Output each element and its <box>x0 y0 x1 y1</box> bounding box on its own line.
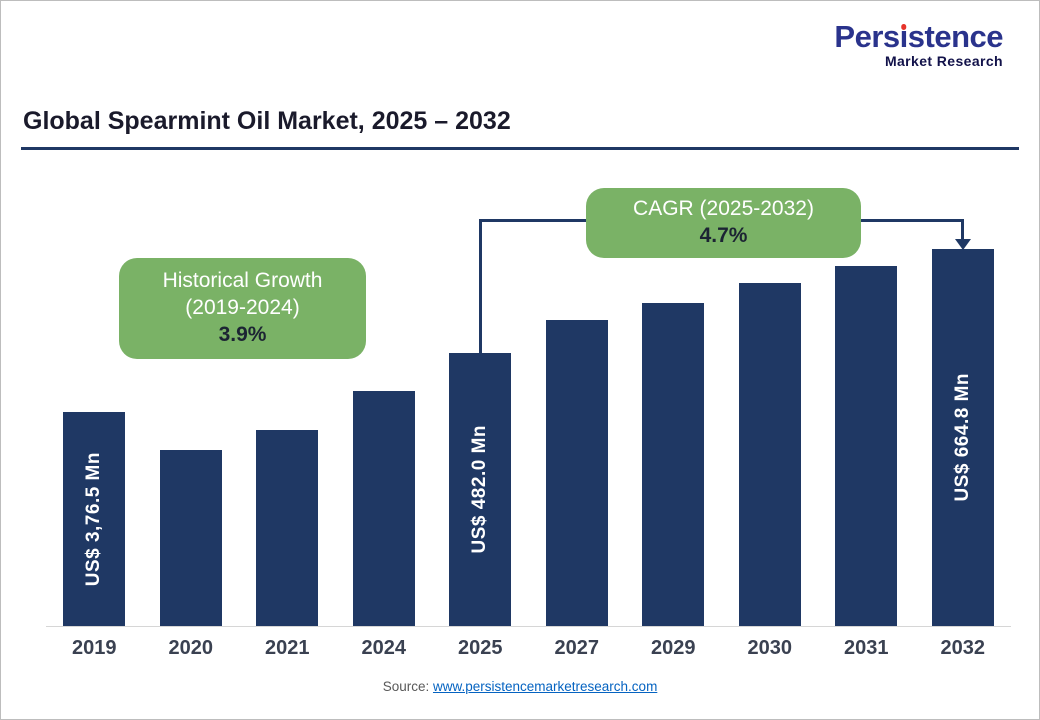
bar-slot-2021 <box>239 250 336 626</box>
bar-slot-2032: US$ 664.8 Mn <box>915 249 1012 626</box>
axis-label-2021: 2021 <box>265 637 310 659</box>
source-line: Source: www.persistencemarketresearch.co… <box>1 679 1039 694</box>
bar-2032: US$ 664.8 Mn <box>931 249 994 626</box>
bar-value-label-2025: US$ 482.0 Mn <box>469 425 491 554</box>
bars-row: US$ 3,76.5 Mn US$ 482.0 Mn US$ 664.8 Mn <box>46 249 1012 627</box>
historical-growth-callout: Historical Growth (2019-2024) 3.9% <box>119 258 366 359</box>
bar-value-label-wrap-2025: US$ 482.0 Mn <box>449 353 511 626</box>
source-link[interactable]: www.persistencemarketresearch.com <box>432 679 658 694</box>
bar-slot-2027 <box>529 250 626 626</box>
bar-slot-2025: US$ 482.0 Mn <box>432 250 529 626</box>
historical-growth-value: 3.9% <box>218 322 267 346</box>
logo-brand-pre: Pers <box>834 19 900 54</box>
bar-value-label-2032: US$ 664.8 Mn <box>951 373 973 502</box>
bar-2021 <box>256 430 319 626</box>
axis-label-2030: 2030 <box>747 637 793 659</box>
cagr-value: 4.7% <box>699 224 748 247</box>
bar-slot-2020 <box>143 250 240 626</box>
title-underline <box>21 147 1019 150</box>
logo-brand: Persıstence <box>834 19 1004 54</box>
axis-label-2025: 2025 <box>458 637 503 659</box>
bar-2031 <box>835 266 898 626</box>
bar-2019: US$ 3,76.5 Mn <box>63 412 126 626</box>
axis-label-2031: 2031 <box>844 637 889 659</box>
logo-tagline: Market Research <box>884 52 1003 69</box>
logo-brand-post: stence <box>907 19 1004 54</box>
cagr-line1: CAGR (2025-2032) <box>633 197 814 221</box>
page-title: Global Spearmint Oil Market, 2025 – 2032 <box>23 107 511 135</box>
bar-2027 <box>545 320 608 626</box>
bar-slot-2019: US$ 3,76.5 Mn <box>46 250 143 626</box>
historical-growth-line2: (2019-2024) <box>185 296 300 320</box>
axis-label-2029: 2029 <box>651 637 696 659</box>
connector-arrowhead-icon <box>955 239 971 250</box>
connector-line-vertical-left <box>479 219 482 354</box>
bar-slot-2024 <box>336 250 433 626</box>
axis-label-2032: 2032 <box>940 637 986 659</box>
historical-growth-line1: Historical Growth <box>162 269 323 293</box>
bar-2030 <box>738 283 801 626</box>
axis-label-2027: 2027 <box>554 637 600 659</box>
bar-value-label-wrap-2019: US$ 3,76.5 Mn <box>63 412 125 626</box>
bar-value-label-2019: US$ 3,76.5 Mn <box>83 451 105 587</box>
axis-labels-row: 2019 2020 2021 2024 2025 2027 2029 2030 2031 2032 <box>46 637 1011 660</box>
connector-line-vertical-right <box>961 219 964 241</box>
logo: Persıstence Market Research <box>834 19 1004 69</box>
bar-slot-2030 <box>722 250 819 626</box>
axis-label-2019: 2019 <box>72 637 117 659</box>
bar-2020 <box>159 450 222 626</box>
bar-2025: US$ 482.0 Mn <box>449 353 512 626</box>
axis-label-2024: 2024 <box>361 637 407 659</box>
source-label: Source: <box>382 679 430 694</box>
bar-value-label-wrap-2032: US$ 664.8 Mn <box>932 249 994 626</box>
bar-slot-2029 <box>625 250 722 626</box>
bar-slot-2031 <box>818 250 915 626</box>
bar-2024 <box>352 391 415 626</box>
logo-letter-i-with-red-dot: ı <box>899 19 909 54</box>
cagr-callout: CAGR (2025-2032) 4.7% <box>586 188 861 258</box>
bar-2029 <box>642 303 705 626</box>
axis-label-2020: 2020 <box>168 637 214 659</box>
